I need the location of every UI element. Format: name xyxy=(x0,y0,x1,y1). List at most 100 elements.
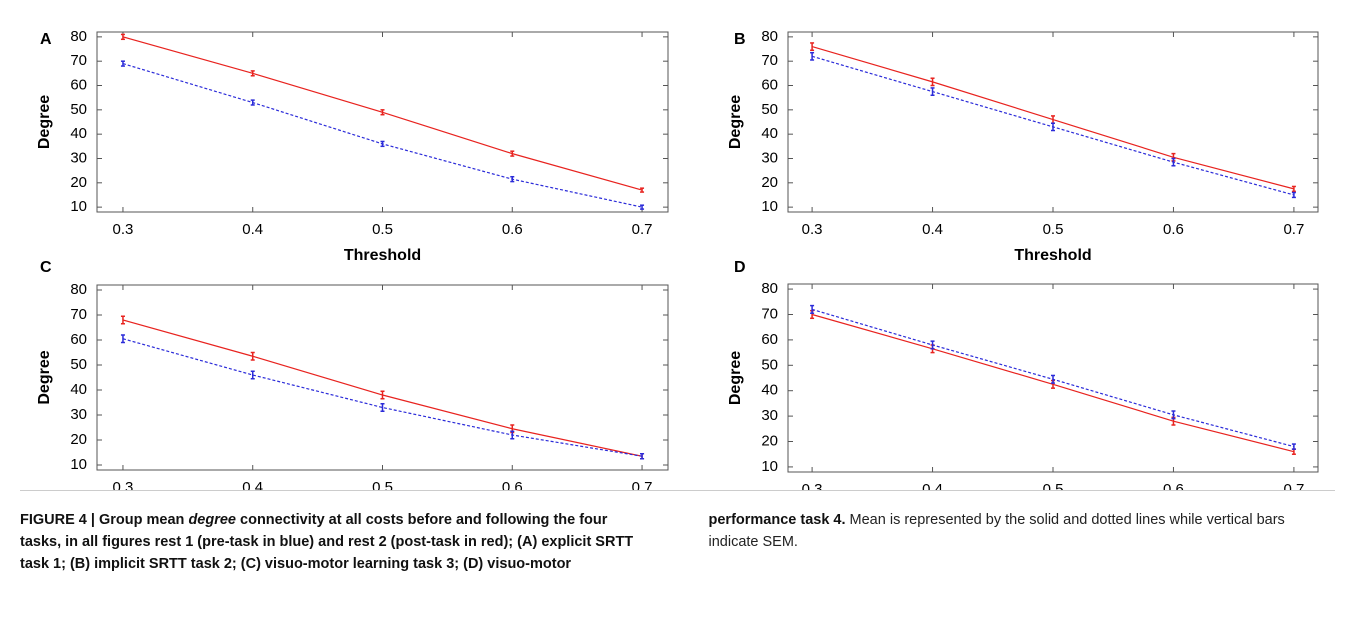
error-bar xyxy=(120,60,125,67)
y-tick-label: 60 xyxy=(70,331,87,348)
error-bar xyxy=(1171,157,1176,167)
error-bar xyxy=(930,87,935,96)
caption-bold: Group mean xyxy=(94,512,189,528)
y-tick-label: 40 xyxy=(761,125,778,142)
x-tick-label: 0.4 xyxy=(922,221,943,238)
panel: C10203040506070800.30.40.50.60.7Threshol… xyxy=(36,259,669,490)
caption-label: FIGURE 4 | xyxy=(20,512,95,528)
y-tick-label: 70 xyxy=(761,305,778,322)
y-tick-label: 10 xyxy=(761,198,778,215)
x-axis-label: Threshold xyxy=(344,247,421,264)
y-tick-label: 50 xyxy=(761,101,778,118)
error-bar xyxy=(250,370,255,380)
error-bar xyxy=(930,340,935,350)
caption-italic: degree xyxy=(188,512,236,528)
error-bar xyxy=(930,77,935,87)
y-tick-label: 80 xyxy=(70,281,87,298)
x-tick-label: 0.3 xyxy=(802,221,823,238)
error-bar xyxy=(510,150,515,157)
y-tick-label: 10 xyxy=(70,456,87,473)
panel: D10203040506070800.30.40.50.60.7Threshol… xyxy=(727,259,1319,490)
error-bar xyxy=(380,109,385,116)
x-tick-label: 0.6 xyxy=(1163,481,1184,490)
x-tick-label: 0.6 xyxy=(1163,221,1184,238)
error-bar xyxy=(1051,374,1055,384)
error-bar xyxy=(120,33,125,41)
x-tick-label: 0.6 xyxy=(502,479,523,490)
y-tick-label: 50 xyxy=(70,101,87,118)
panel-label: A xyxy=(40,31,52,48)
y-tick-label: 30 xyxy=(761,149,778,166)
error-bar xyxy=(810,51,815,61)
error-bar xyxy=(250,99,255,106)
data-line xyxy=(122,338,643,457)
error-bar xyxy=(810,304,815,314)
error-bar xyxy=(810,42,815,51)
y-tick-label: 40 xyxy=(70,381,87,398)
y-tick-label: 30 xyxy=(761,407,778,424)
y-tick-label: 60 xyxy=(761,331,778,348)
error-bar xyxy=(1291,443,1296,450)
y-tick-label: 70 xyxy=(761,52,778,69)
plot-frame xyxy=(96,31,669,213)
error-bar xyxy=(380,390,385,400)
error-bar xyxy=(380,403,385,412)
x-tick-label: 0.3 xyxy=(802,481,823,490)
y-axis-label: Degree xyxy=(727,95,744,149)
error-bar xyxy=(1291,191,1296,199)
error-bar xyxy=(250,351,255,361)
y-tick-label: 30 xyxy=(70,149,87,166)
caption: FIGURE 4 | Group mean degree connectivit… xyxy=(20,490,1335,575)
error-bar xyxy=(380,140,385,148)
y-tick-label: 60 xyxy=(70,76,87,93)
error-bar xyxy=(1051,122,1055,132)
y-tick-label: 50 xyxy=(761,356,778,373)
y-tick-label: 30 xyxy=(70,406,87,423)
y-tick-label: 80 xyxy=(70,28,87,45)
error-bar xyxy=(640,204,645,210)
y-tick-label: 40 xyxy=(761,382,778,399)
x-tick-label: 0.5 xyxy=(1043,221,1064,238)
x-tick-label: 0.6 xyxy=(502,221,523,238)
x-tick-label: 0.5 xyxy=(372,221,393,238)
error-bar xyxy=(250,70,255,77)
caption-text: Mean is represented by the solid and dot… xyxy=(708,512,1285,550)
error-bar xyxy=(1171,410,1176,420)
y-tick-label: 10 xyxy=(761,458,778,475)
error-bar xyxy=(510,430,515,440)
y-tick-label: 70 xyxy=(70,52,87,69)
y-tick-label: 80 xyxy=(761,280,778,297)
error-bar xyxy=(120,334,125,344)
y-tick-label: 40 xyxy=(70,125,87,142)
data-line xyxy=(122,63,643,208)
y-axis-label: Degree xyxy=(36,350,53,404)
panel-label: D xyxy=(734,259,746,276)
y-tick-label: 60 xyxy=(761,76,778,93)
error-bar xyxy=(510,175,515,183)
x-tick-label: 0.7 xyxy=(1283,221,1304,238)
error-bar xyxy=(640,453,645,460)
y-tick-label: 20 xyxy=(761,432,778,449)
x-tick-label: 0.4 xyxy=(242,221,263,238)
figure: A 10 20 30 40 50 60 70 80 0.3 0.4 0.5 0.6 0.7 Threshol… xyxy=(36,28,1319,490)
y-tick-label: 50 xyxy=(70,356,87,373)
x-tick-label: 0.5 xyxy=(372,479,393,490)
y-tick-label: 20 xyxy=(70,174,87,191)
y-tick-label: 10 xyxy=(70,198,87,215)
x-tick-label: 0.7 xyxy=(1283,481,1304,490)
caption-bold: connectivity at all costs before and fol… xyxy=(20,512,846,572)
y-axis-label: Degree xyxy=(36,95,53,149)
plot-frame xyxy=(96,284,669,471)
panel: B 10 20 30 40 50 60 70 80 0.3 0.4 0.5 0.6 0.7 Threshol… xyxy=(727,28,1319,264)
error-bar xyxy=(120,315,125,325)
x-tick-label: 0.3 xyxy=(113,479,134,490)
error-bar xyxy=(1291,185,1296,193)
x-tick-label: 0.3 xyxy=(113,221,134,238)
y-axis-label: Degree xyxy=(727,351,744,405)
error-bar xyxy=(640,187,645,193)
x-tick-label: 0.4 xyxy=(242,479,263,490)
y-tick-label: 80 xyxy=(761,28,778,45)
panel-label: B xyxy=(734,31,746,48)
panel: A 10 20 30 40 50 60 70 80 0.3 0.4 0.5 0.6 0.7 Threshol… xyxy=(36,28,669,264)
